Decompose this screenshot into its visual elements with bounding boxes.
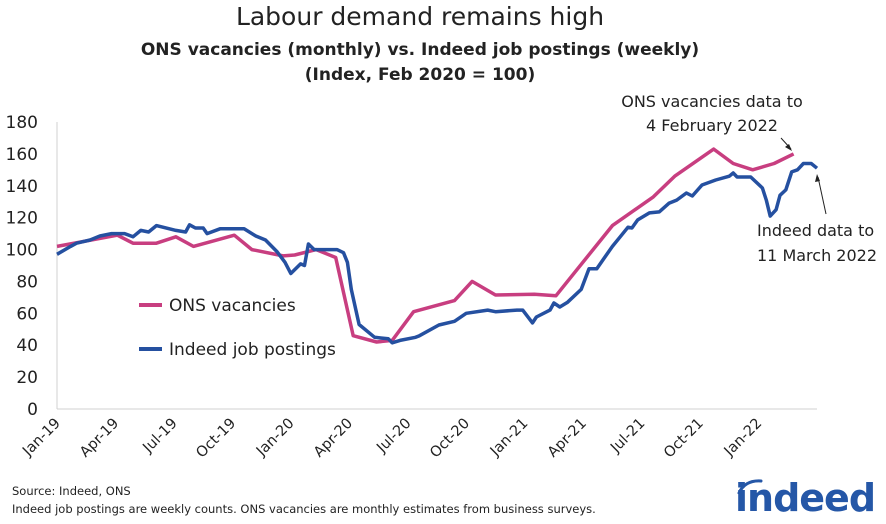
x-tick-label: Jan-20 xyxy=(253,416,298,461)
footer-source: Source: Indeed, ONS xyxy=(12,484,131,498)
chart-subtitle-line1: ONS vacancies (monthly) vs. Indeed job p… xyxy=(140,40,700,60)
annotation-indeed-arrowhead xyxy=(815,174,820,182)
indeed-logo: indeed xyxy=(735,476,876,520)
x-tick-label: Oct-21 xyxy=(661,416,707,462)
chart-subtitle-line2: (Index, Feb 2020 = 100) xyxy=(304,65,536,85)
x-tick-label: Jul-21 xyxy=(607,416,648,457)
y-tick-label: 180 xyxy=(6,113,38,133)
x-tick-label: Oct-19 xyxy=(193,416,239,462)
annotation-indeed-line1: Indeed data to xyxy=(757,221,874,240)
annotation-indeed-arrow xyxy=(817,176,827,215)
legend-label-indeed: Indeed job postings xyxy=(169,340,336,360)
x-tick-label: Oct-20 xyxy=(427,416,473,462)
y-tick-label: 20 xyxy=(16,368,38,388)
x-tick-label: Apr-19 xyxy=(77,416,122,461)
footer-note: Indeed job postings are weekly counts. O… xyxy=(12,502,596,516)
y-tick-label: 60 xyxy=(16,304,38,324)
ons-vacancies-line xyxy=(56,147,795,344)
annotation-ons-arrowhead xyxy=(785,144,792,151)
annotation-ons-line1: ONS vacancies data to xyxy=(621,92,803,111)
x-tick-label: Jan-19 xyxy=(19,416,64,461)
y-tick-label: 160 xyxy=(6,145,38,165)
y-tick-label: 100 xyxy=(6,241,38,261)
x-tick-label: Jul-19 xyxy=(140,416,181,457)
indeed-job-postings-line xyxy=(56,161,819,345)
x-tick-label: Jul-20 xyxy=(373,416,414,457)
indeed-logo-arc-icon xyxy=(737,479,763,494)
legend-label-ons: ONS vacancies xyxy=(169,296,296,316)
chart-title: Labour demand remains high xyxy=(235,2,605,31)
annotation-ons-line2: 4 February 2022 xyxy=(646,116,778,135)
y-tick-label: 120 xyxy=(6,209,38,229)
x-tick-label: Jan-21 xyxy=(487,416,532,461)
y-tick-label: 0 xyxy=(27,400,38,420)
x-tick-label: Apr-21 xyxy=(545,416,590,461)
legend: ONS vacancies Indeed job postings xyxy=(139,296,336,360)
y-tick-label: 80 xyxy=(16,272,38,292)
annotation-indeed-line2: 11 March 2022 xyxy=(757,246,877,265)
x-tick-label: Apr-20 xyxy=(311,416,356,461)
x-tick-label: Jan-22 xyxy=(721,416,766,461)
y-tick-label: 140 xyxy=(6,177,38,197)
y-tick-label: 40 xyxy=(16,336,38,356)
